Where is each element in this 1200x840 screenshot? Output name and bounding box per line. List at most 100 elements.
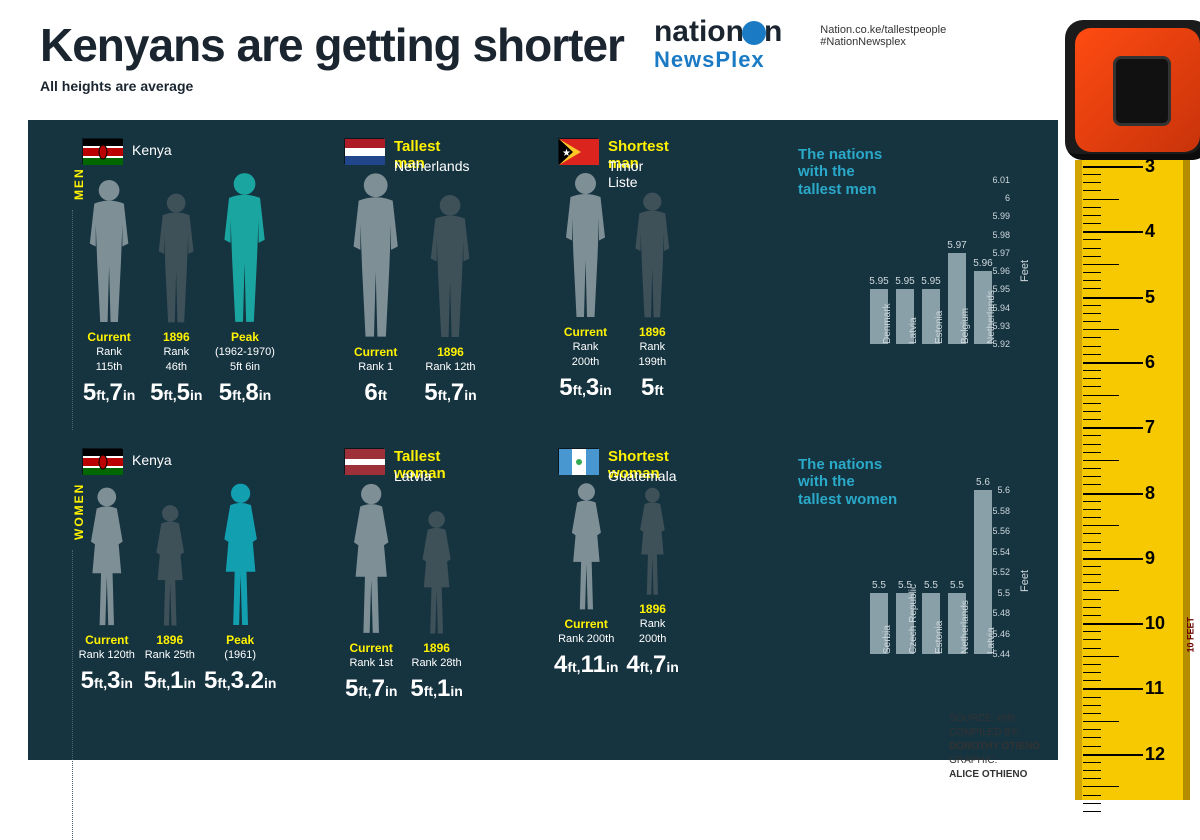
figure-height: 5ft,7in [424, 379, 476, 407]
figures: CurrentRank200th 5ft,3in 1896Rank199th 5… [554, 170, 680, 402]
chart-ytick: 5.96 [992, 266, 1010, 276]
chart-ytick: 5.56 [992, 526, 1010, 536]
figures: CurrentRank 1st 5ft,7in 1896Rank 28th 5f… [340, 480, 463, 703]
svg-text:★: ★ [562, 148, 571, 159]
chart-bar-value: 5.5 [950, 580, 964, 591]
country-name: Kenya [132, 142, 172, 158]
silhouette-icon [78, 484, 136, 628]
figure-caption: 1896Rank199th [639, 324, 667, 370]
chart-tallest-women: The nations with the tallest womenFeet5.… [798, 450, 1008, 700]
chart-bar-value: 5.95 [895, 276, 914, 287]
silhouette-icon [340, 480, 402, 636]
chart-ytick: 5.58 [992, 506, 1010, 516]
figure: 1896Rank199th 5ft [625, 190, 680, 402]
chart-bar-value: 5.5 [924, 580, 938, 591]
chart-ytick: 5.97 [992, 248, 1010, 258]
figure: Peak(1962-1970)5ft 6in 5ft,8in [212, 170, 277, 407]
figure: 1896Rank46th 5ft,5in [148, 191, 204, 407]
tape-measure-body [1065, 20, 1200, 160]
chart-xlabel: Estonia [934, 311, 945, 344]
figure: CurrentRank 200th 4ft,11in [554, 480, 618, 679]
chart-axis-label: Feet [1019, 570, 1031, 592]
figure: Peak(1961) 5ft,3.2in [204, 480, 276, 695]
chart-axis-label: Feet [1019, 260, 1031, 282]
figure: CurrentRank115th 5ft,7in [78, 177, 140, 407]
figure-height: 5ft,5in [150, 379, 202, 407]
figure-height: 5ft [641, 374, 664, 402]
silhouette-icon [211, 480, 270, 628]
chart-bar-value: 5.6 [976, 477, 990, 488]
figure-caption: 1896Rank 28th [412, 640, 462, 671]
chart-bar-value: 5.95 [869, 276, 888, 287]
credits: SOURCE: elife COMPILED BY: DOROTHY OTIEN… [949, 712, 1040, 782]
brand-hashtag: #NationNewsplex [820, 36, 946, 48]
figure-height: 5ft,7in [345, 675, 397, 703]
figure-height: 4ft,7in [626, 651, 678, 679]
chart-bar-value: 5.95 [921, 276, 940, 287]
chart-bar-value: 5.97 [947, 240, 966, 251]
figure-height: 5ft,3in [559, 374, 611, 402]
header: Kenyans are getting shorter All heights … [0, 0, 1200, 102]
figure-caption: CurrentRank115th [87, 329, 130, 375]
chart-ytick: 6.01 [992, 175, 1010, 185]
silhouette-icon [554, 170, 617, 320]
silhouette-icon [630, 485, 675, 597]
chart-bar-value: 5.5 [872, 580, 886, 591]
chart-ytick: 5.48 [992, 608, 1010, 618]
figures: CurrentRank 1 6ft 1896Rank 12th 5ft,7in [340, 170, 482, 407]
figure: 1896Rank 25th 5ft,1in [144, 502, 196, 695]
chart-plot: 5.445.465.485.55.525.545.565.585.65.5Ser… [798, 450, 1008, 690]
figure-height: 4ft,11in [554, 651, 618, 679]
figure-caption: CurrentRank 120th [79, 632, 135, 663]
figure-height: 5ft,3.2in [204, 667, 276, 695]
flag-icon [82, 448, 122, 474]
figure: CurrentRank 1 6ft [340, 170, 411, 407]
chart-ytick: 5.99 [992, 211, 1010, 221]
figure-caption: CurrentRank 200th [558, 616, 614, 647]
silhouette-icon [340, 170, 411, 340]
figure-height: 5ft,7in [83, 379, 135, 407]
silhouette-icon [145, 502, 195, 628]
figure-caption: 1896Rank46th [163, 329, 190, 375]
flag-icon [344, 138, 384, 164]
flag-icon [82, 138, 122, 164]
figure-height: 5ft,1in [410, 675, 462, 703]
figure-caption: 1896Rank 25th [145, 632, 195, 663]
tape-measure-strip: 345678910111210 FEET [1075, 160, 1190, 800]
figure-caption: Peak(1961) [224, 632, 256, 663]
chart-xlabel: Latvia [908, 317, 919, 344]
chart-tallest-men: The nations with the tallest menFeet5.92… [798, 140, 1008, 390]
chart-xlabel: Belgium [960, 308, 971, 344]
silhouette-icon [625, 190, 680, 320]
chart-ytick: 5.6 [997, 485, 1010, 495]
chart-bar-value: 5.96 [973, 258, 992, 269]
flag-icon [558, 448, 598, 474]
figure-height: 5ft,1in [144, 667, 196, 695]
figure: 1896Rank 28th 5ft,1in [410, 508, 462, 703]
chart-ytick: 5.98 [992, 230, 1010, 240]
globe-icon [742, 21, 766, 45]
brand-block: nationn NewsPlex [654, 18, 782, 73]
figure: CurrentRank 1st 5ft,7in [340, 480, 402, 703]
figure-height: 6ft [364, 379, 387, 407]
headline-title: Kenyans are getting shorter [40, 18, 624, 72]
flag-icon [344, 448, 384, 474]
silhouette-icon [212, 170, 277, 325]
main-panel: MEN WOMEN Kenya CurrentRank115th 5ft,7in [28, 120, 1058, 760]
figure-caption: CurrentRank 1st [349, 640, 392, 671]
figure: CurrentRank 120th 5ft,3in [78, 484, 136, 695]
chart-ytick: 5.54 [992, 547, 1010, 557]
chart-xlabel: Denmark [882, 303, 893, 344]
silhouette-icon [411, 508, 462, 636]
figure: 1896Rank 200th 4ft,7in [626, 485, 678, 679]
figure: 1896Rank 12th 5ft,7in [419, 192, 481, 407]
chart-xlabel: Latvia [986, 627, 997, 654]
figure-height: 5ft,8in [219, 379, 271, 407]
figure-caption: 1896Rank 200th [626, 601, 678, 647]
chart-ytick: 6 [1005, 193, 1010, 203]
flag-icon: ★ [558, 138, 598, 164]
chart-ytick: 5.5 [997, 588, 1010, 598]
silhouette-icon [148, 191, 204, 325]
figure: CurrentRank200th 5ft,3in [554, 170, 617, 402]
brand-url: Nation.co.ke/tallestpeople [820, 24, 946, 36]
